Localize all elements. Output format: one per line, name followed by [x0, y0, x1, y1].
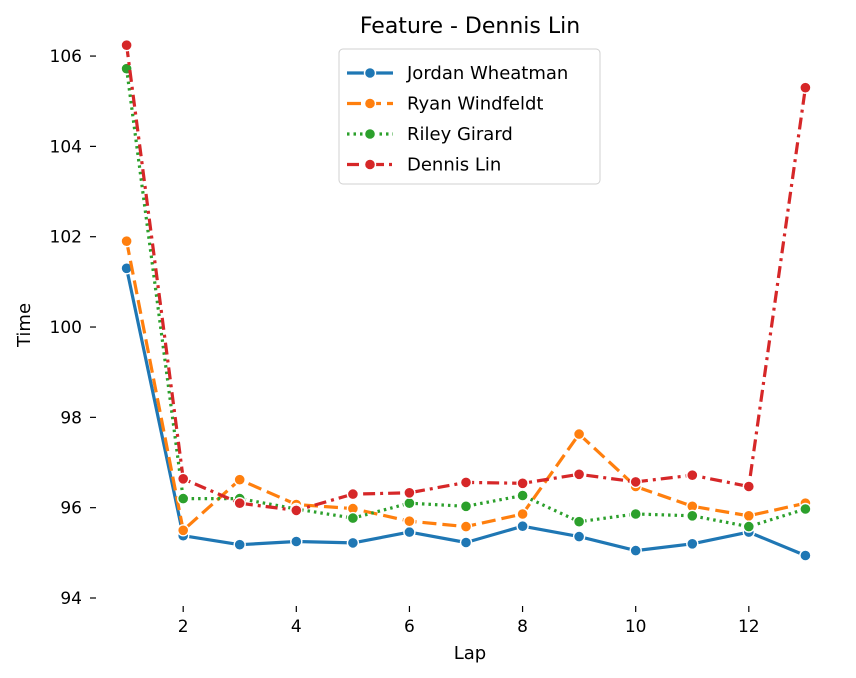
data-point — [346, 487, 360, 501]
series-jordan-wheatman — [120, 262, 812, 562]
data-point — [516, 520, 529, 533]
y-tick-label: 104 — [50, 137, 82, 157]
y-axis: 94 96 98 100 102 104 106 — [50, 47, 96, 609]
data-point — [459, 536, 473, 549]
data-point — [233, 497, 246, 510]
data-point — [686, 537, 699, 550]
y-tick-label: 100 — [50, 318, 82, 338]
data-point — [629, 507, 642, 521]
x-axis-label: Lap — [454, 643, 486, 664]
x-tick-label: 12 — [738, 617, 760, 637]
data-point — [742, 509, 755, 522]
y-tick-label: 94 — [60, 589, 82, 609]
data-point — [572, 468, 586, 481]
data-point — [629, 475, 642, 489]
data-point — [346, 511, 360, 525]
x-axis: 2 4 6 8 10 12 — [178, 606, 760, 637]
data-point — [459, 520, 473, 533]
legend-entry: Jordan Wheatman — [347, 63, 568, 84]
legend-label: Jordan Wheatman — [406, 63, 568, 84]
data-point — [742, 520, 755, 533]
data-point — [290, 504, 303, 517]
data-point — [516, 489, 529, 502]
data-point — [120, 39, 133, 52]
series-layer — [120, 39, 812, 562]
legend-label: Riley Girard — [407, 124, 513, 145]
data-point — [572, 427, 586, 441]
data-point — [572, 515, 586, 528]
data-point — [176, 524, 190, 537]
legend: Jordan Wheatman Ryan Windfeldt Riley Girar… — [338, 48, 601, 185]
data-point — [686, 509, 699, 522]
y-tick-label: 98 — [60, 408, 82, 428]
data-point — [120, 234, 133, 248]
x-tick-label: 10 — [625, 617, 647, 637]
legend-entry: Ryan Windfeldt — [347, 94, 543, 115]
data-point — [459, 476, 473, 489]
y-tick-label: 96 — [60, 499, 82, 519]
data-point — [516, 477, 529, 490]
data-point — [459, 500, 473, 513]
y-tick-label: 102 — [50, 228, 82, 248]
legend-entry: Riley Girard — [347, 124, 513, 145]
data-point — [403, 497, 416, 510]
data-point — [176, 472, 190, 485]
x-tick-label: 4 — [291, 617, 302, 637]
data-point — [686, 469, 699, 482]
legend-label: Ryan Windfeldt — [407, 94, 543, 115]
data-point — [403, 515, 416, 528]
legend-marker — [363, 97, 377, 110]
legend-marker — [363, 66, 377, 80]
data-point — [290, 535, 303, 548]
data-point — [742, 480, 755, 493]
series-ryan-windfeldt — [120, 234, 812, 537]
data-point — [572, 530, 586, 543]
x-tick-label: 8 — [517, 617, 528, 637]
legend-marker — [363, 158, 377, 171]
data-point — [403, 486, 416, 499]
data-point — [346, 536, 360, 550]
data-point — [233, 538, 246, 551]
data-point — [176, 492, 190, 505]
legend-entry: Dennis Lin — [347, 155, 501, 176]
legend-box — [338, 48, 601, 185]
data-point — [629, 544, 642, 557]
data-point — [403, 525, 416, 539]
y-tick-label: 106 — [50, 47, 82, 67]
data-point — [799, 81, 812, 94]
data-point — [799, 502, 812, 516]
data-point — [799, 549, 812, 562]
legend-marker — [363, 127, 377, 141]
x-tick-label: 2 — [178, 617, 189, 637]
chart-title: Feature - Dennis Lin — [360, 14, 580, 39]
series-dennis-lin — [120, 39, 812, 517]
legend-label: Dennis Lin — [407, 155, 501, 176]
y-axis-label: Time — [14, 303, 35, 348]
data-point — [233, 473, 246, 486]
data-point — [516, 507, 529, 521]
x-tick-label: 6 — [404, 617, 415, 637]
